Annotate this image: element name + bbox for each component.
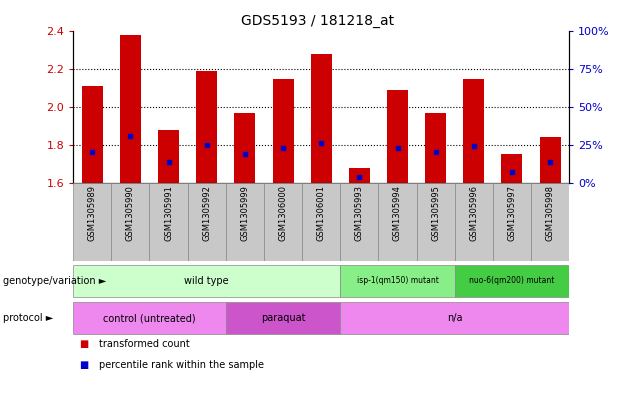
Text: protocol ►: protocol ► <box>3 313 53 323</box>
Bar <box>111 183 149 261</box>
Bar <box>540 137 561 183</box>
Text: GSM1305993: GSM1305993 <box>355 185 364 241</box>
Bar <box>149 183 188 261</box>
Bar <box>349 167 370 183</box>
Bar <box>425 113 446 183</box>
Bar <box>340 265 455 297</box>
Text: transformed count: transformed count <box>99 339 190 349</box>
Text: GSM1305989: GSM1305989 <box>88 185 97 241</box>
Text: control (untreated): control (untreated) <box>103 313 196 323</box>
Bar <box>378 183 417 261</box>
Text: GSM1305996: GSM1305996 <box>469 185 478 241</box>
Bar <box>531 183 569 261</box>
Text: ■: ■ <box>80 339 89 349</box>
Bar <box>158 130 179 183</box>
Bar <box>273 79 294 183</box>
Text: genotype/variation ►: genotype/variation ► <box>3 276 106 286</box>
Bar <box>302 183 340 261</box>
Bar <box>235 113 256 183</box>
Bar <box>81 86 103 183</box>
Bar <box>340 183 378 261</box>
Bar <box>264 183 302 261</box>
Bar <box>226 303 340 334</box>
Text: GDS5193 / 181218_at: GDS5193 / 181218_at <box>242 14 394 28</box>
Text: GSM1305997: GSM1305997 <box>508 185 516 241</box>
Bar <box>455 265 569 297</box>
Bar <box>226 183 264 261</box>
Bar <box>197 71 218 183</box>
Text: isp-1(qm150) mutant: isp-1(qm150) mutant <box>357 277 438 285</box>
Bar <box>73 265 340 297</box>
Text: n/a: n/a <box>447 313 462 323</box>
Bar <box>493 183 531 261</box>
Bar <box>463 79 485 183</box>
Text: GSM1305994: GSM1305994 <box>393 185 402 241</box>
Text: GSM1305999: GSM1305999 <box>240 185 249 241</box>
Bar <box>311 54 332 183</box>
Text: GSM1306001: GSM1306001 <box>317 185 326 241</box>
Bar <box>455 183 493 261</box>
Bar <box>417 183 455 261</box>
Bar <box>501 154 523 183</box>
Text: GSM1305998: GSM1305998 <box>546 185 555 241</box>
Text: GSM1305991: GSM1305991 <box>164 185 173 241</box>
Text: wild type: wild type <box>184 276 229 286</box>
Text: paraquat: paraquat <box>261 313 305 323</box>
Text: GSM1305995: GSM1305995 <box>431 185 440 241</box>
Bar <box>340 303 569 334</box>
Bar <box>188 183 226 261</box>
Text: GSM1305992: GSM1305992 <box>202 185 211 241</box>
Bar <box>387 90 408 183</box>
Bar <box>73 183 111 261</box>
Text: GSM1305990: GSM1305990 <box>126 185 135 241</box>
Text: ■: ■ <box>80 360 89 371</box>
Text: nuo-6(qm200) mutant: nuo-6(qm200) mutant <box>469 277 555 285</box>
Bar <box>120 35 141 183</box>
Text: GSM1306000: GSM1306000 <box>279 185 287 241</box>
Bar <box>73 303 226 334</box>
Text: percentile rank within the sample: percentile rank within the sample <box>99 360 263 371</box>
